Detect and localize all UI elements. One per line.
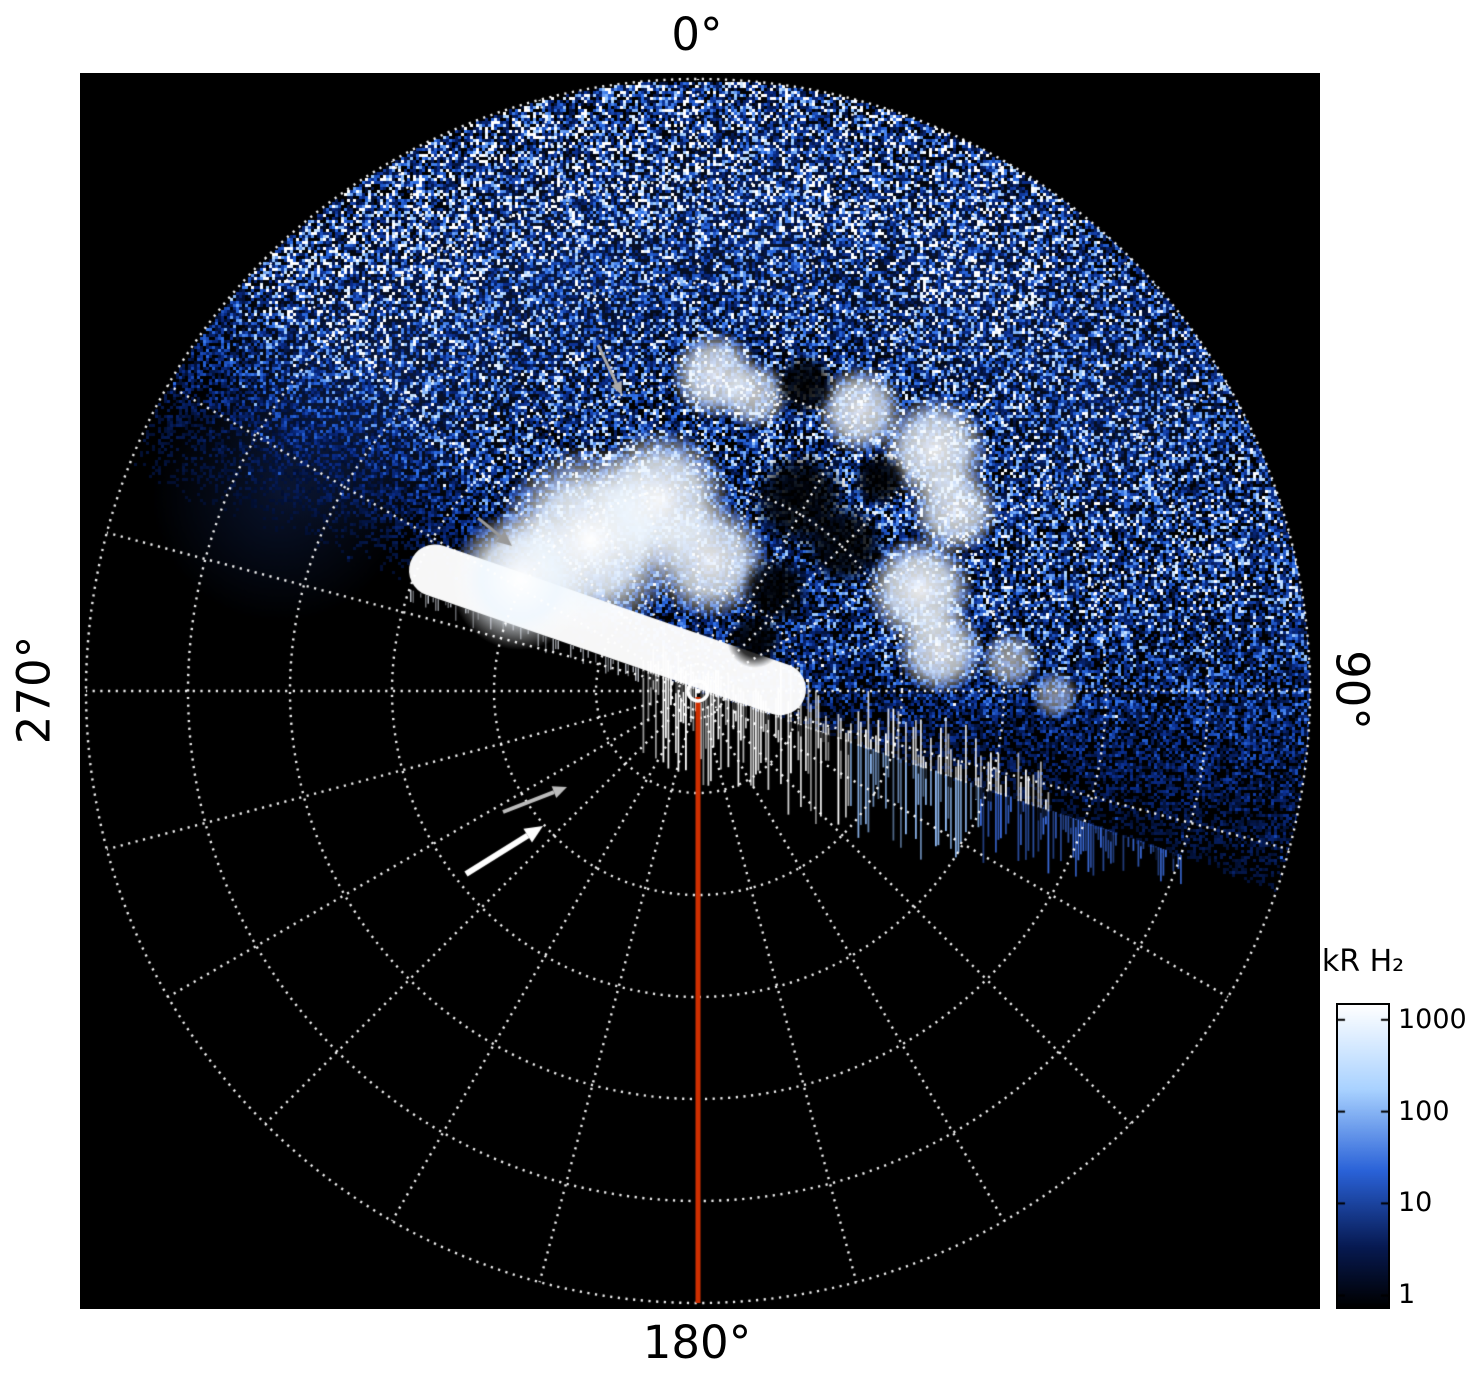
colorbar-tick-label: 10	[1398, 1187, 1433, 1218]
colorbar-tick-label: 100	[1398, 1096, 1450, 1127]
colorbar-tick-label: 1	[1398, 1279, 1416, 1310]
angle-label-90: 90°	[1325, 650, 1379, 730]
colorbar-gradient-canvas	[1338, 1005, 1388, 1307]
polar-plot-canvas	[80, 73, 1320, 1309]
polar-plot	[80, 73, 1320, 1309]
colorbar-title: kR H₂	[1321, 944, 1405, 979]
colorbar-tick-label: 1000	[1398, 1004, 1467, 1035]
angle-label-270: 270°	[7, 635, 61, 745]
angle-label-0: 0°	[671, 8, 723, 61]
angle-label-180: 180°	[642, 1316, 752, 1369]
colorbar	[1336, 1003, 1390, 1309]
